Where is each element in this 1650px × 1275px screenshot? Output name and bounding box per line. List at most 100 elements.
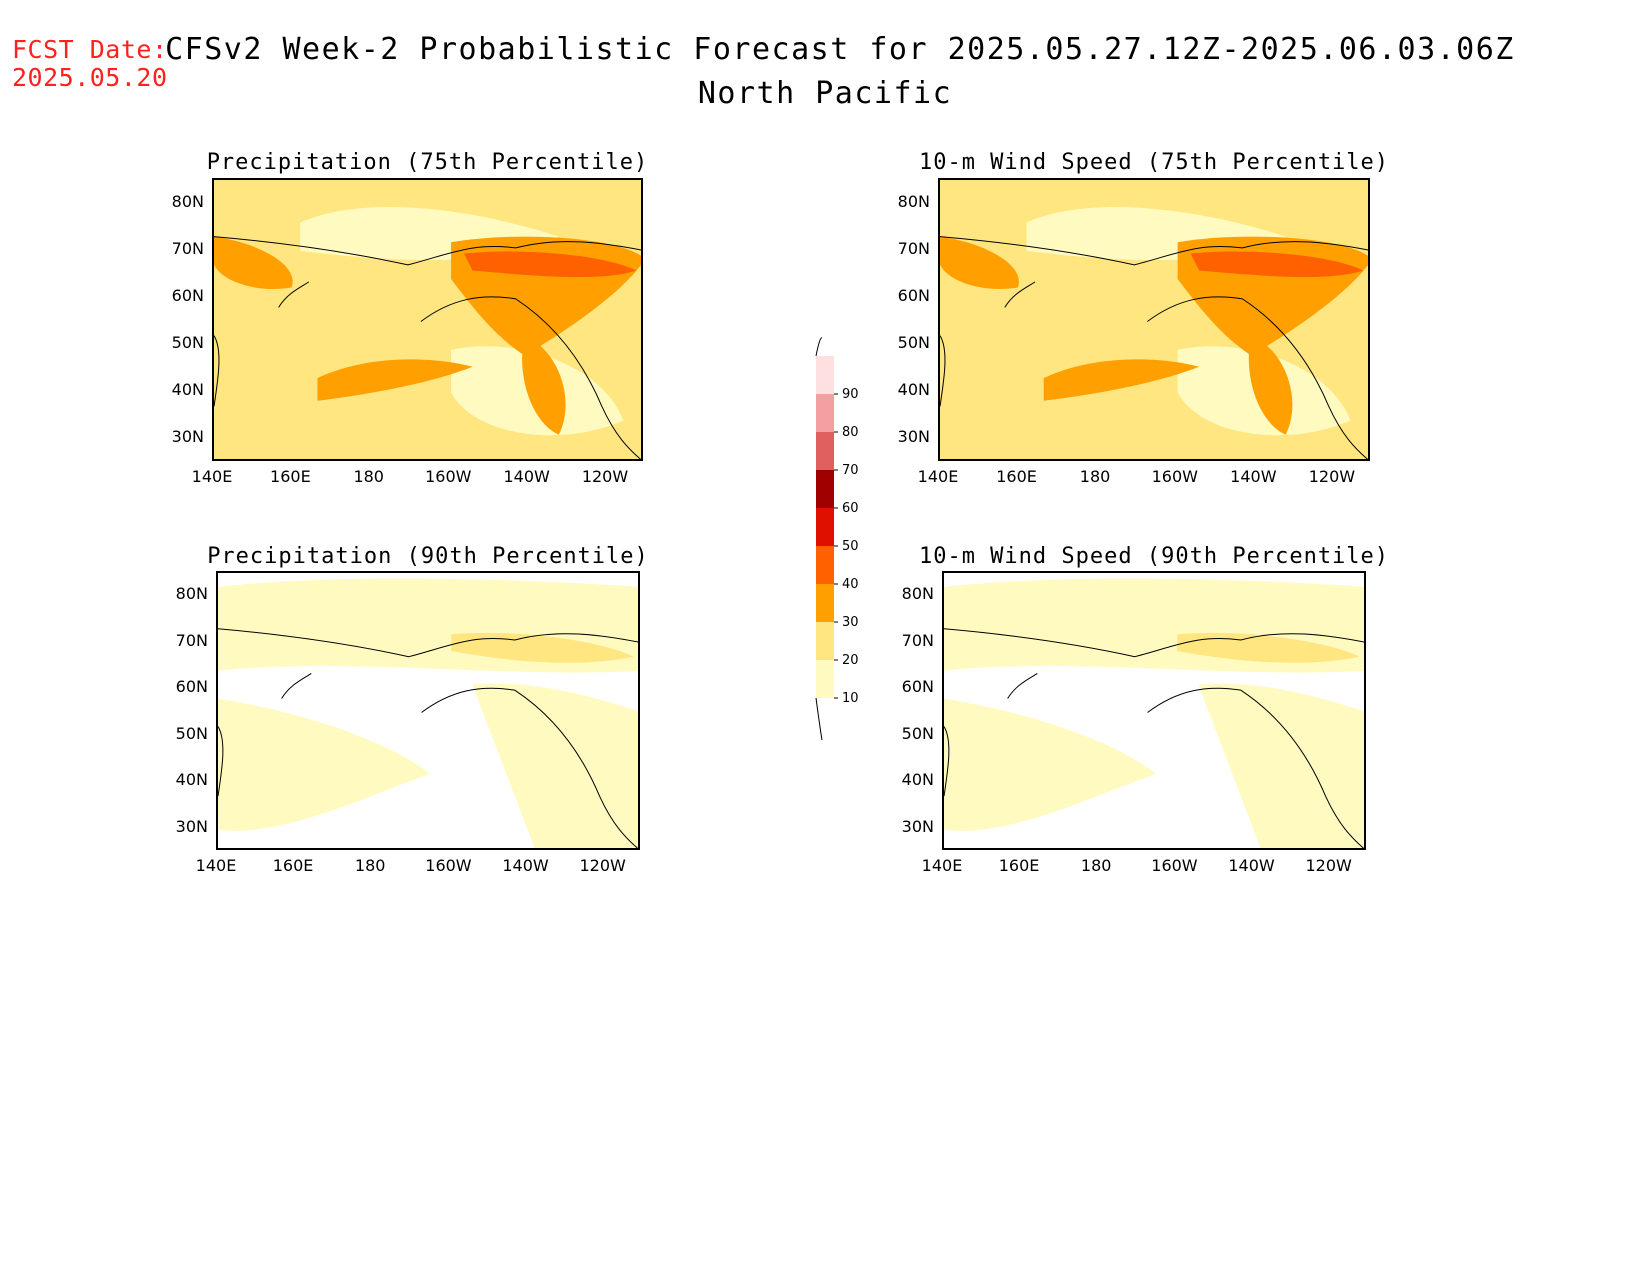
wind75-lon-tick: 140W [1230,467,1277,486]
wind75-title: 10-m Wind Speed (75th Percentile) [918,150,1390,175]
precip90-lat-tick: 80N [175,584,208,604]
wind90-field [944,573,1366,850]
wind75-lat-tick: 80N [897,191,930,211]
wind75-lon-tick: 140E [917,467,959,486]
precip90-lon-tick: 120W [579,856,626,875]
wind75-lat-tick: 50N [897,333,930,353]
wind75-lon-tick: 180 [1079,467,1111,486]
precip75-lat-tick: 50N [171,333,204,353]
precip90-contour-2 [472,683,638,848]
precip75-map [212,178,643,461]
wind75-lat-tick: 70N [897,238,930,258]
precip90-lat-tick: 60N [175,677,208,697]
precip90-contour-3 [451,632,634,663]
precip75-lat-tick: 40N [171,380,204,400]
precip90-field [218,573,640,850]
wind90-lon-tick: 140W [1228,856,1275,875]
precip90-lat-tick: 40N [175,770,208,790]
precip90-lon-tick: 160W [425,856,472,875]
wind90-title: 10-m Wind Speed (90th Percentile) [918,544,1390,569]
precip75-lon-tick: 180 [353,467,384,486]
precip75-lon-tick: 120W [581,467,629,486]
colorbar-label: 40 [842,577,859,592]
precip75-contour-5 [463,251,637,278]
wind90-lat-tick: 50N [901,723,934,743]
wind90-lat-tick: 70N [901,630,934,650]
region-title: North Pacific [697,76,953,111]
wind90-lon-tick: 180 [1080,856,1112,875]
wind75-coastline [940,237,1370,461]
colorbar-segment [816,584,834,622]
precip90-lon-tick: 180 [354,856,386,875]
wind90-lat-tick: 60N [901,677,934,697]
colorbar-label: 50 [842,539,859,554]
precip75-title: Precipitation (75th Percentile) [206,150,649,175]
wind90-lon-tick: 120W [1305,856,1352,875]
wind90-contour-1 [944,698,1156,831]
precip90-title: Precipitation (90th Percentile) [207,544,649,569]
precip75-contour-3 [214,236,293,290]
fcst-date-value: 2025.05.20 [12,63,168,92]
wind75-contour-3 [940,236,1019,290]
precip75-contour-6 [317,359,473,401]
colorbar-label: 30 [842,615,859,630]
wind75-contour-5 [1190,251,1364,278]
colorbar-segment [816,432,834,470]
precip75-lat-tick: 30N [171,427,204,447]
precip90-map [216,571,640,850]
precip75-lat-tick: 80N [171,191,204,211]
wind75-lat-tick: 30N [897,427,930,447]
colorbar-segment [816,660,834,698]
precip90-lon-tick: 140E [195,856,237,875]
precip75-field [214,180,643,461]
colorbar-label: 70 [842,463,859,478]
wind75-lon-tick: 160E [996,467,1037,486]
wind75-map [938,178,1370,461]
colorbar-segment [816,394,834,432]
wind90-lat-tick: 40N [901,770,934,790]
colorbar-segment [816,546,834,584]
precip75-contour-7 [522,335,566,435]
colorbar-label: 90 [842,387,859,402]
colorbar-ends [815,337,823,741]
precip90-lat-tick: 50N [175,723,208,743]
wind75-lon-tick: 160W [1151,467,1198,486]
wind90-lat-tick: 30N [901,816,934,836]
precip90-lon-tick: 160E [272,856,314,875]
precip90-contour-1 [218,698,430,831]
colorbar-svg: 10 20 30 40 50 60 70 80 90 [815,337,859,741]
wind90-contour-2 [1198,683,1364,848]
colorbar-label: 20 [842,653,859,668]
colorbar-label: 10 [842,691,859,706]
precip75-lon-tick: 160W [425,467,472,486]
precip90-coastline [218,629,640,850]
fcst-date-caption: FCST Date: [12,35,168,64]
precip90-lon-tick: 140W [502,856,549,875]
precip75-lon-tick: 140E [191,467,233,486]
wind75-lon-tick: 120W [1308,467,1356,486]
main-title: CFSv2 Week-2 Probabilistic Forecast for … [165,32,1515,67]
precip75-lat-tick: 60N [171,285,204,305]
colorbar: 10 20 30 40 50 60 70 80 90 [814,336,934,746]
precip75-lat-tick: 70N [171,238,204,258]
wind90-lon-tick: 140E [921,856,963,875]
colorbar-segment [816,622,834,660]
wind90-contour-3 [1177,632,1360,663]
colorbar-segment [816,508,834,546]
colorbar-segment [816,470,834,508]
wind90-lon-tick: 160E [998,856,1040,875]
wind90-map [942,571,1366,850]
wind75-contour-6 [1043,359,1200,401]
wind75-field [940,180,1370,461]
wind90-lon-tick: 160W [1151,856,1198,875]
wind90-lat-tick: 80N [901,584,934,604]
wind75-lat-tick: 40N [897,380,930,400]
colorbar-segment [816,356,834,394]
colorbar-label: 80 [842,425,859,440]
wind90-coastline [944,629,1366,850]
precip75-coastline [214,237,643,461]
precip90-lat-tick: 30N [175,816,208,836]
precip75-lon-tick: 160E [270,467,311,486]
forecast-date-label: FCST Date: 2025.05.20 [12,36,168,92]
wind75-contour-7 [1248,335,1293,435]
